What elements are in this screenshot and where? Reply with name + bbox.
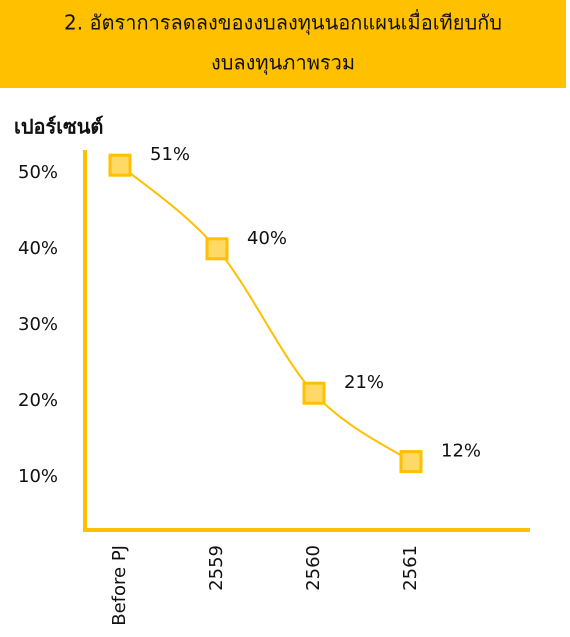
x-tick-label: 2559 — [206, 545, 227, 591]
chart-title: 2. อัตราการลดลงของงบลงทุนนอกแผนเมื่อเทีย… — [64, 9, 502, 36]
x-tick-label: Before PJ — [109, 545, 130, 626]
data-label: 51% — [150, 144, 190, 165]
series-line — [119, 164, 412, 463]
x-tick-label: 2561 — [400, 545, 421, 591]
marker — [108, 153, 132, 177]
y-tick-label: 10% — [18, 466, 58, 487]
y-tick-label: 40% — [18, 238, 58, 259]
marker — [302, 381, 326, 405]
chart-title: งบลงทุนภาพรวม — [211, 51, 355, 76]
data-label: 21% — [344, 372, 384, 393]
marker — [399, 450, 423, 474]
data-label: 40% — [247, 228, 287, 249]
x-tick-label: 2560 — [303, 545, 324, 591]
marker — [205, 237, 229, 261]
data-label: 12% — [441, 441, 481, 462]
y-tick-label: 30% — [18, 314, 58, 335]
y-tick-label: 50% — [18, 162, 58, 183]
y-axis-label: เปอร์เซนต์ — [14, 115, 103, 139]
y-tick-label: 20% — [18, 390, 58, 411]
title-banner — [0, 0, 566, 88]
